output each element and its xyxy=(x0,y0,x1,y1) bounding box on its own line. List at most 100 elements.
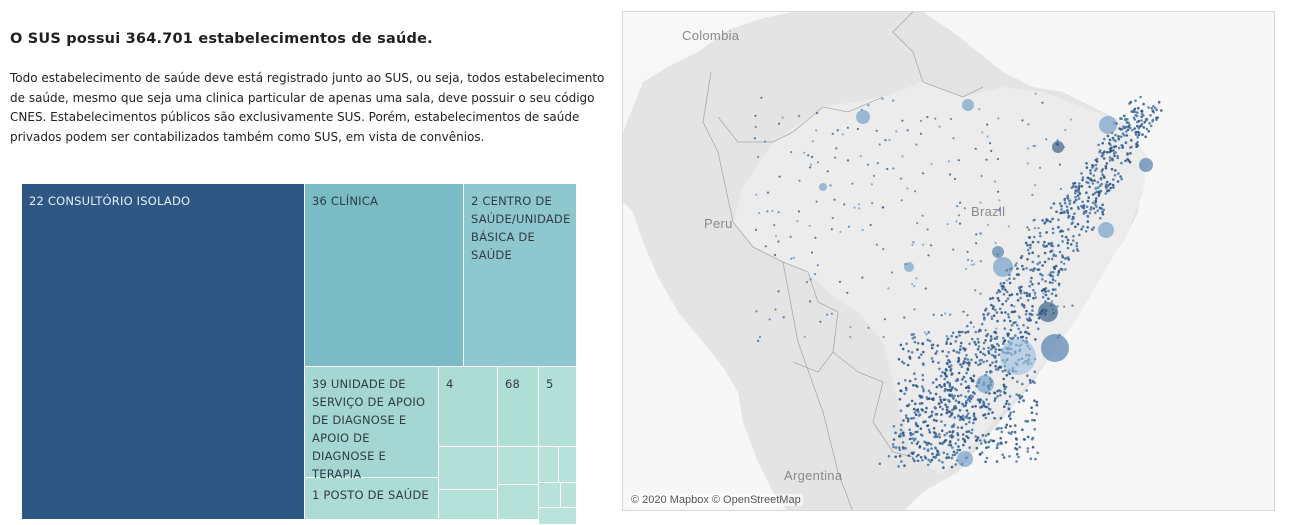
map-point[interactable] xyxy=(950,364,953,367)
map-point[interactable] xyxy=(1051,288,1055,291)
map-point[interactable] xyxy=(1000,430,1004,434)
map-point[interactable] xyxy=(1108,156,1112,159)
map-point[interactable] xyxy=(897,358,901,361)
map-point[interactable] xyxy=(1037,327,1040,331)
map-point[interactable] xyxy=(1031,193,1034,197)
map-point[interactable] xyxy=(959,383,963,386)
map-point[interactable] xyxy=(960,426,964,430)
map-point[interactable] xyxy=(1028,292,1031,296)
map-point[interactable] xyxy=(987,432,990,436)
map-point[interactable] xyxy=(978,401,982,404)
map-point[interactable] xyxy=(953,394,956,398)
map-point[interactable] xyxy=(1024,419,1027,423)
map-point[interactable] xyxy=(926,448,930,452)
map-point[interactable] xyxy=(996,368,1000,371)
map-point[interactable] xyxy=(1057,244,1060,248)
map-point[interactable] xyxy=(816,161,820,164)
map-point[interactable] xyxy=(961,378,964,381)
map-point[interactable] xyxy=(1029,268,1032,272)
map-point[interactable] xyxy=(979,362,982,366)
map-point[interactable] xyxy=(1106,189,1109,193)
map-point[interactable] xyxy=(946,223,949,226)
map-point[interactable] xyxy=(1015,393,1018,396)
map-point[interactable] xyxy=(1002,377,1006,381)
map-point[interactable] xyxy=(910,441,914,445)
map-point[interactable] xyxy=(972,391,975,394)
map-point[interactable] xyxy=(1054,264,1058,268)
map-point[interactable] xyxy=(1027,123,1030,126)
map-point[interactable] xyxy=(975,233,978,236)
map-point[interactable] xyxy=(1060,260,1063,264)
map-point[interactable] xyxy=(1039,273,1042,276)
map-point[interactable] xyxy=(1044,293,1048,297)
map-point[interactable] xyxy=(995,311,999,314)
map-point[interactable] xyxy=(1074,225,1077,229)
map-point[interactable] xyxy=(901,441,905,444)
map-point[interactable] xyxy=(1120,161,1123,165)
map-point[interactable] xyxy=(926,424,930,427)
map-point[interactable] xyxy=(1010,324,1014,327)
map-point[interactable] xyxy=(992,305,995,308)
treemap-tile-small[interactable] xyxy=(498,447,539,485)
map-point[interactable] xyxy=(1124,159,1127,163)
map-point[interactable] xyxy=(754,125,757,129)
map-point[interactable] xyxy=(1086,226,1089,229)
map-point[interactable] xyxy=(982,313,985,316)
map-point[interactable] xyxy=(1030,437,1034,441)
map-point[interactable] xyxy=(998,389,1001,392)
map-point[interactable] xyxy=(1071,304,1074,307)
map-point[interactable] xyxy=(967,364,971,367)
map-point[interactable] xyxy=(1031,305,1034,308)
map-point[interactable] xyxy=(1021,428,1024,432)
map-point[interactable] xyxy=(1026,450,1030,453)
map-point[interactable] xyxy=(976,348,980,351)
map-point[interactable] xyxy=(966,324,969,328)
map-point[interactable] xyxy=(1112,138,1116,142)
map-point[interactable] xyxy=(931,452,934,456)
map-point[interactable] xyxy=(1026,326,1030,330)
map-point[interactable] xyxy=(909,431,912,435)
map-point[interactable] xyxy=(814,236,817,239)
map-point[interactable] xyxy=(900,460,903,463)
map-point[interactable] xyxy=(991,411,994,414)
map-point[interactable] xyxy=(1008,395,1012,398)
map-point[interactable] xyxy=(1022,323,1025,327)
map-point[interactable] xyxy=(955,220,958,223)
map-point[interactable] xyxy=(1041,101,1044,104)
map-point[interactable] xyxy=(1094,203,1097,206)
map-point[interactable] xyxy=(1117,137,1121,141)
map-point[interactable] xyxy=(1091,193,1095,196)
map-point[interactable] xyxy=(1137,133,1141,137)
map-point[interactable] xyxy=(811,155,814,159)
map-point[interactable] xyxy=(1089,208,1092,211)
map-point[interactable] xyxy=(1121,146,1124,149)
map-point[interactable] xyxy=(757,339,760,342)
map-point[interactable] xyxy=(946,381,949,384)
map-point[interactable] xyxy=(921,378,925,382)
map-point[interactable] xyxy=(916,440,920,444)
map-point[interactable] xyxy=(856,110,870,124)
map-point[interactable] xyxy=(856,127,859,131)
map-point[interactable] xyxy=(1002,456,1006,459)
map-point[interactable] xyxy=(934,413,938,416)
map-point[interactable] xyxy=(811,140,814,143)
map-point[interactable] xyxy=(950,456,954,460)
treemap-tile-consultorio[interactable]: 22 CONSULTÓRIO ISOLADO xyxy=(22,184,305,520)
map-point[interactable] xyxy=(1047,273,1050,276)
map-point[interactable] xyxy=(1078,182,1081,185)
map-point[interactable] xyxy=(944,372,947,376)
map-point[interactable] xyxy=(1034,457,1037,461)
map-point[interactable] xyxy=(1070,186,1074,189)
map-point[interactable] xyxy=(1010,303,1013,307)
map-point[interactable] xyxy=(934,117,937,120)
map-point[interactable] xyxy=(1097,194,1101,197)
map-point[interactable] xyxy=(938,125,941,128)
map-point[interactable] xyxy=(943,433,946,437)
map-point[interactable] xyxy=(1094,200,1098,204)
map-point[interactable] xyxy=(826,313,829,316)
map-point[interactable] xyxy=(1104,192,1108,195)
map-point[interactable] xyxy=(1060,234,1064,238)
map-point[interactable] xyxy=(843,203,846,206)
map-point[interactable] xyxy=(1101,142,1104,145)
map-point[interactable] xyxy=(1129,100,1133,104)
